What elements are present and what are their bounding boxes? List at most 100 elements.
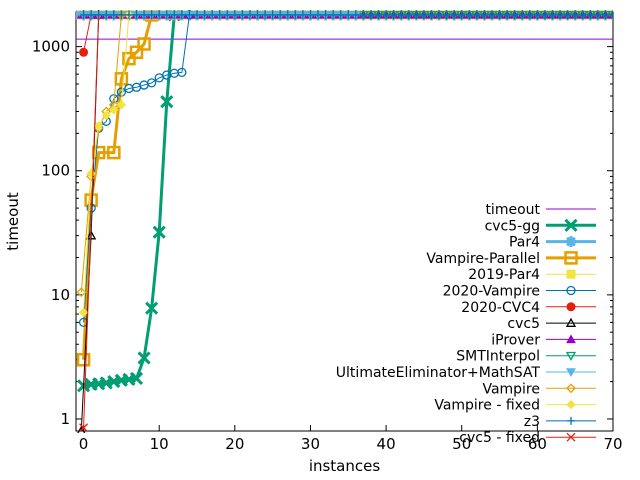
- data-point: [593, 10, 602, 19]
- data-point: [245, 10, 254, 19]
- legend-marker: [564, 218, 578, 232]
- legend-marker: [565, 317, 577, 327]
- data-point: [556, 10, 565, 19]
- data-point: [442, 10, 451, 19]
- data-point: [76, 352, 91, 367]
- data-point: [215, 10, 224, 19]
- legend-item: z3: [524, 414, 596, 430]
- data-point: [177, 10, 186, 19]
- data-point: [586, 10, 595, 19]
- data-point: [435, 10, 444, 19]
- legend-label: Par4: [509, 235, 540, 251]
- legend-marker: [567, 416, 575, 425]
- data-point: [548, 10, 557, 19]
- legend-marker: [566, 334, 576, 344]
- series-line: [82, 14, 154, 360]
- y-tick-label: 10: [51, 286, 70, 304]
- legend-item: Vampire: [482, 381, 596, 397]
- series-z3: [79, 10, 613, 19]
- series-2020-cvc4: [79, 14, 92, 57]
- data-point: [389, 10, 398, 19]
- data-point: [79, 10, 88, 19]
- legend-label: cvc5: [507, 316, 540, 332]
- data-point: [518, 10, 527, 19]
- data-point: [162, 10, 171, 19]
- data-point: [314, 10, 323, 19]
- legend-label: 2020-Vampire: [443, 284, 540, 300]
- data-point: [223, 10, 232, 19]
- data-point: [344, 10, 353, 19]
- data-point: [137, 37, 151, 51]
- data-point: [253, 10, 262, 19]
- data-point: [160, 95, 174, 109]
- data-point: [268, 10, 277, 19]
- legend: timeoutcvc5-ggPar4Vampire-Parallel2019-P…: [336, 202, 596, 446]
- data-point: [601, 10, 610, 19]
- x-tick-label: 0: [79, 435, 89, 453]
- data-point: [563, 10, 572, 19]
- x-tick-label: 30: [301, 435, 320, 453]
- legend-marker: [565, 236, 577, 248]
- legend-label: Vampire: [482, 381, 540, 397]
- data-point: [359, 10, 368, 19]
- legend-marker: [566, 269, 576, 279]
- data-point: [177, 67, 187, 78]
- legend-label: 2019-Par4: [468, 267, 540, 283]
- data-point: [306, 10, 315, 19]
- data-point: [107, 145, 121, 160]
- legend-marker: [566, 285, 576, 296]
- data-point: [109, 105, 119, 115]
- data-point: [116, 100, 127, 110]
- data-point: [397, 10, 406, 19]
- data-point: [129, 371, 144, 386]
- series-line: [83, 14, 92, 53]
- y-tick-label: 1: [60, 410, 70, 428]
- y-tick-label: 100: [41, 162, 70, 180]
- data-point: [525, 10, 534, 19]
- data-point: [129, 45, 144, 60]
- data-point: [427, 10, 436, 19]
- data-point: [578, 10, 587, 19]
- data-point: [132, 10, 141, 19]
- data-point: [336, 10, 345, 19]
- data-point: [86, 230, 97, 240]
- legend-item: iProver: [491, 332, 596, 348]
- data-point: [145, 301, 159, 315]
- data-point: [261, 10, 270, 19]
- series-line: [83, 14, 130, 313]
- data-point: [487, 10, 496, 19]
- data-point: [87, 10, 96, 19]
- data-point: [116, 87, 127, 97]
- x-tick-label: 60: [528, 435, 547, 453]
- legend-marker: [566, 399, 576, 410]
- data-point: [152, 225, 166, 239]
- data-point: [93, 121, 104, 131]
- legend-item: 2020-Vampire: [443, 284, 596, 300]
- data-point: [116, 10, 127, 20]
- data-point: [137, 351, 151, 365]
- data-point: [124, 10, 133, 19]
- legend-item: UltimateEliminator+MathSAT: [336, 365, 596, 381]
- legend-item: cvc5: [507, 316, 596, 332]
- data-point: [503, 10, 512, 19]
- data-point: [351, 10, 360, 19]
- data-point: [571, 10, 580, 19]
- data-point: [146, 78, 157, 88]
- data-point: [283, 10, 292, 19]
- legend-label: UltimateEliminator+MathSAT: [336, 365, 541, 381]
- legend-marker: [566, 383, 576, 394]
- data-point: [609, 10, 613, 19]
- legend-item: Par4: [509, 235, 596, 251]
- legend-label: cvc5 - fixed: [459, 430, 540, 446]
- data-point: [117, 10, 126, 19]
- series-line: [83, 14, 190, 323]
- data-point: [291, 10, 300, 19]
- x-axis-label: instances: [309, 457, 381, 475]
- legend-marker: [566, 432, 576, 442]
- data-point: [329, 10, 338, 19]
- legend-label: z3: [524, 414, 540, 430]
- data-point: [419, 10, 428, 19]
- data-point: [480, 10, 489, 19]
- data-point: [76, 11, 81, 20]
